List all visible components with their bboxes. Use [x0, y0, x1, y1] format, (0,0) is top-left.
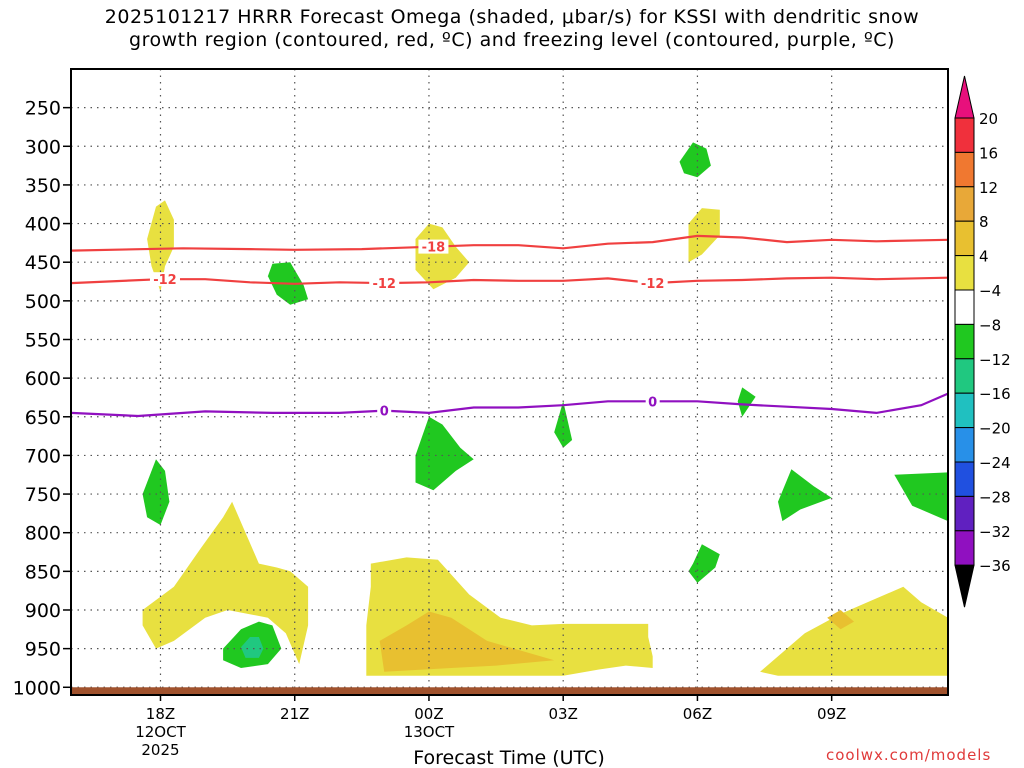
contour-label-bg-0C-1: [645, 394, 660, 409]
contour--18C: [70, 234, 949, 252]
y-tick-label-500: 500: [25, 291, 61, 313]
omega-region-5: [379, 611, 555, 672]
omega-region-15: [894, 472, 948, 522]
colorbar-swatch-11: [954, 495, 975, 532]
omega-region-12: [554, 401, 573, 448]
x-tick-label-09Z: 09Z: [817, 705, 846, 723]
colorbar-label-1: 16: [979, 144, 998, 162]
y-tick-label-600: 600: [25, 368, 61, 390]
x-axis-label: Forecast Time (UTC): [413, 747, 604, 768]
x-tick-label-18Z: 18Z: [146, 705, 175, 723]
contour-label-0C-1: 0: [648, 395, 657, 410]
colorbar-swatch-2: [954, 186, 975, 222]
colorbar-label-4: 4: [979, 248, 989, 266]
colorbar-label-13: −36: [979, 557, 1011, 575]
colorbar-label-0: 20: [979, 110, 998, 128]
contour-0C: [70, 392, 949, 418]
colorbar-top-arrow: [954, 75, 975, 119]
y-tick-label-550: 550: [25, 329, 61, 351]
watermark-text: coolwx.com/models: [826, 746, 992, 764]
colorbar-label-6: −8: [979, 316, 1001, 334]
x-tick-label-21Z: 21Z: [280, 705, 309, 723]
contour-label-bg--12C-0: [149, 272, 180, 287]
colorbar-label-2: 12: [979, 179, 998, 197]
colorbar-label-3: 8: [979, 213, 989, 231]
omega-region-10: [142, 459, 170, 525]
colorbar-swatch-4: [954, 255, 975, 291]
colorbar-label-12: −32: [979, 523, 1011, 541]
colorbar-swatch-10: [954, 461, 975, 497]
y-tick-label-750: 750: [25, 484, 61, 506]
colorbar-swatch-3: [954, 220, 975, 257]
colorbar-swatch-9: [954, 427, 975, 463]
omega-region-8: [679, 142, 711, 178]
colorbar-label-10: −24: [979, 454, 1011, 472]
colorbar-swatch-6: [954, 323, 975, 360]
x-tick-year-18Z: 2025: [141, 741, 179, 759]
colorbar-label-5: −4: [979, 282, 1001, 300]
contour-label--12C-2: -12: [641, 277, 665, 292]
omega-shading-layer: [142, 142, 948, 676]
colorbar-label-11: −28: [979, 488, 1011, 506]
colorbar-bottom-arrow: [954, 564, 975, 608]
colorbar-swatch-8: [954, 392, 975, 429]
y-tick-label-950: 950: [25, 639, 61, 661]
chart-title-line-1: 2025101217 HRRR Forecast Omega (shaded, …: [104, 6, 920, 28]
y-axis: 250 300 350 400 450 500 550 600 650 700 750 800 850 9…: [13, 98, 71, 699]
y-tick-label-850: 850: [25, 561, 61, 583]
y-tick-label-450: 450: [25, 252, 61, 274]
colorbar-swatch-0: [954, 117, 975, 153]
colorbar-label-8: −16: [979, 385, 1011, 403]
colorbar-label-7: −12: [979, 351, 1011, 369]
colorbar-label-9: −20: [979, 420, 1011, 438]
omega-region-7: [827, 610, 854, 630]
colorbar-swatch-7: [954, 358, 975, 394]
contour--12C: [70, 276, 949, 285]
gridlines: [71, 69, 948, 695]
omega-region-16: [688, 544, 720, 583]
contour-label-bg--18C-0: [418, 239, 449, 254]
contour-label-0C-0: 0: [380, 405, 389, 420]
y-tick-label-900: 900: [25, 600, 61, 622]
x-tick-date-18Z: 12OCT: [135, 723, 186, 741]
omega-region-13: [737, 387, 756, 417]
colorbar-swatch-5: [954, 289, 975, 325]
contour-label-bg-0C-0: [377, 403, 392, 418]
y-tick-label-250: 250: [25, 98, 61, 120]
contour-label--12C-0: -12: [153, 273, 177, 288]
x-tick-date-00Z: 13OCT: [404, 723, 455, 741]
contour-label--12C-1: -12: [372, 277, 396, 292]
omega-region-3: [142, 501, 309, 665]
y-tick-label-350: 350: [25, 175, 61, 197]
omega-region-14: [778, 469, 832, 522]
omega-region-11: [415, 416, 474, 491]
y-tick-label-1000: 1000: [13, 677, 61, 699]
y-tick-label-400: 400: [25, 214, 61, 236]
y-tick-label-300: 300: [25, 136, 61, 158]
chart-title: 2025101217 HRRR Forecast Omega (shaded, …: [0, 6, 1024, 52]
y-tick-label-800: 800: [25, 523, 61, 545]
y-tick-label-650: 650: [25, 407, 61, 429]
omega-region-18: [241, 637, 264, 658]
x-tick-label-06Z: 06Z: [683, 705, 712, 723]
x-tick-label-00Z: 00Z: [414, 705, 443, 723]
colorbar-swatch-12: [954, 530, 975, 566]
ground-surface: [71, 687, 948, 695]
y-tick-label-700: 700: [25, 445, 61, 467]
x-tick-label-03Z: 03Z: [549, 705, 578, 723]
contour-label--18C-0: -18: [422, 241, 446, 256]
contour-label-bg--12C-1: [369, 276, 400, 291]
plot-frame: [70, 68, 949, 696]
colorbar: 20 16 12 8 4 −4 −8 −12 −16 −20 −24 −28 −32 −36: [954, 75, 1011, 608]
colorbar-swatch-1: [954, 151, 975, 188]
temperature-contours: -18 -12 -12 -12 0 0: [70, 234, 949, 420]
omega-region-6: [760, 586, 948, 676]
chart-title-line-2: growth region (contoured, red, ºC) and f…: [129, 29, 895, 51]
contour-label-bg--12C-2: [637, 276, 668, 291]
